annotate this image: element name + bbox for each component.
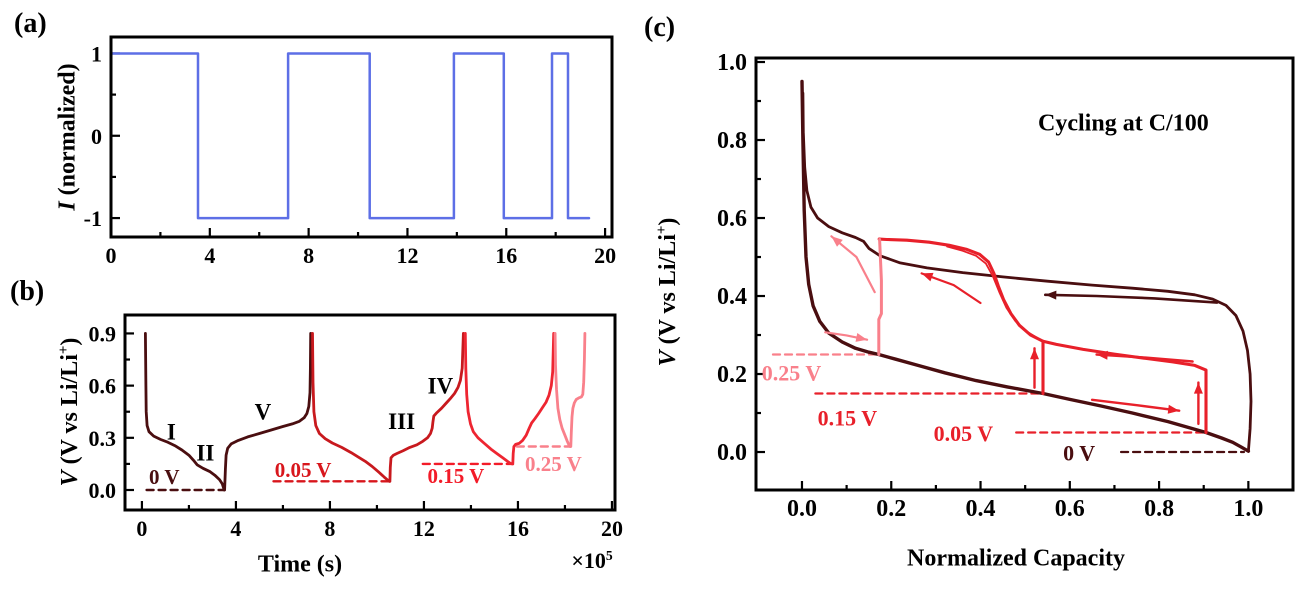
x-tick-label: 8 [324,516,335,541]
y-axis-symbol: I [54,201,81,211]
y-tick-label: 0 [91,124,102,149]
x-tick-label: 8 [303,243,314,268]
annotation: II [196,440,214,465]
panel-a-y-axis-label: I (normalized) [55,63,82,210]
x-tick-label: 20 [601,516,623,541]
panel-c-y-axis-label: V (V vs Li/Li+) [654,218,682,367]
jump-up-0.05V-head [1193,382,1203,394]
x-tick-label: 12 [413,516,435,541]
discharge-direction-pink-head [855,333,868,342]
panel-b-label: (b) [10,276,45,307]
x-tick-label: 0.6 [1055,496,1085,522]
y-tick-label: 1.0 [717,50,747,76]
panel-a-label: (a) [14,8,47,39]
y-tick-label: 0.2 [717,362,747,388]
annotation: 0.25 V [525,452,582,476]
x-tick-label: 20 [594,243,616,268]
cycle1-discharge-0V [144,332,226,492]
y-tick-label: 0.0 [89,478,117,503]
x-tick-label: 4 [230,516,241,541]
y-tick-label: 0.3 [89,426,117,451]
panel-b-y-axis-label: V (V vs Li/Li+) [56,338,84,487]
annotation: IV [428,373,454,398]
discharge-direction-red-head [1167,404,1180,414]
jump-up-0.15V-head [1030,348,1039,360]
charge-direction-red [1095,353,1194,363]
cycle3-charge [511,332,556,466]
panel-c-label: (c) [644,12,676,43]
y-axis-close: ) [57,337,83,346]
panel-b-border [123,313,617,512]
multiplier-base: ×10 [571,548,606,574]
annotation: 0.15 V [427,464,484,488]
y-tick-label: 0.4 [717,284,747,310]
charge-after-0.15V-cutoff [946,245,1044,343]
annotation: Cycling at C/100 [1038,110,1209,136]
annotation: III [388,409,415,434]
panel-c: 0.0 0.2 0.4 0.6 0.8 1.0 0.0 0.2 0.4 0.6 0.8 1.0 Cycl… [717,50,1295,522]
x-tick-label: 4 [204,243,215,268]
multiplier-exponent: 5 [605,547,613,563]
cycle1-charge [223,332,313,492]
annotation: V [255,400,272,425]
x-tick-label: 0 [136,516,147,541]
x-tick-label: 0.4 [966,496,996,522]
charge-direction-dark [1044,293,1219,304]
annotation: 0.05 V [934,421,994,446]
charge-curl-red-head [921,272,934,282]
x-tick-label: 1.0 [1233,496,1263,522]
y-axis-text: (V vs Li/Li [655,234,681,351]
charge-direction-dark-head [1045,290,1057,300]
cycle4-discharge-0.25V [553,332,572,448]
annotation: 0 V [1063,441,1095,466]
charge-curl-pink-head [831,236,843,247]
panel-c-x-axis-label: Normalized Capacity [907,545,1125,572]
annotation: 0 V [149,465,180,489]
y-tick-label: 0.0 [717,440,747,466]
x-tick-label: 0.0 [787,496,817,522]
annotation: I [167,420,176,445]
discharge-direction-red [1090,398,1181,412]
cycle2-charge [388,332,465,483]
annotation: 0.05 V [275,458,332,482]
y-axis-symbol: V [57,470,83,487]
current-square-wave [109,52,591,220]
voltage-jump-0.25V [877,238,883,356]
cycle4-charge [569,332,587,448]
y-tick-label: 1 [91,41,102,66]
y-tick-label: 0.9 [89,321,117,346]
y-axis-close: ) [655,217,681,226]
y-axis-symbol: V [655,350,681,367]
panel-c-border [754,56,1295,492]
y-tick-label: 0.8 [717,128,747,154]
x-tick-label: 0.8 [1144,496,1174,522]
y-axis-superscript: + [56,345,72,355]
axis-multiplier: ×105 [571,548,612,574]
y-tick-label: -1 [84,206,102,231]
x-tick-label: 16 [495,243,517,268]
y-axis-superscript: + [654,225,670,235]
panel-a-border [109,35,614,239]
cycle2-discharge-0.05V [311,332,391,483]
charge-curl-red [920,272,982,305]
panel-b-x-axis-label: Time (s) [257,551,343,578]
x-tick-label: 16 [507,516,529,541]
y-axis-text: (V vs Li/Li [57,354,83,471]
deep-discharge-to-0V [800,79,1251,453]
y-tick-label: 0.6 [717,206,747,232]
annotation: 0.15 V [818,405,878,430]
charge-direction-red-head [1096,350,1108,360]
y-axis-text: (normalized) [54,63,81,202]
y-tick-label: 0.6 [89,374,117,399]
x-tick-label: 0 [106,243,117,268]
x-tick-label: 12 [396,243,418,268]
cycle3-discharge-0.15V [463,332,514,466]
deep-charge-from-0V [801,91,1253,453]
annotation: 0.25 V [762,361,822,386]
panel-a: 0 4 8 12 16 20-101 [84,35,616,268]
x-tick-label: 0.2 [876,496,906,522]
